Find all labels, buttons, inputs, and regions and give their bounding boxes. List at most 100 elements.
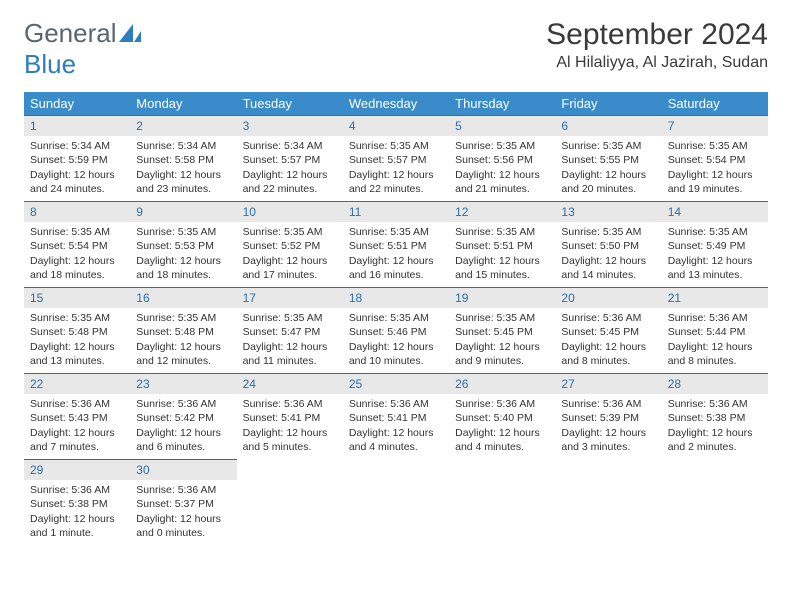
weekday-header: Monday: [130, 92, 236, 115]
calendar-cell: 2Sunrise: 5:34 AMSunset: 5:58 PMDaylight…: [130, 115, 236, 201]
day-body: Sunrise: 5:35 AMSunset: 5:55 PMDaylight:…: [555, 136, 661, 200]
day-number: 29: [24, 459, 130, 480]
calendar-cell: 20Sunrise: 5:36 AMSunset: 5:45 PMDayligh…: [555, 287, 661, 373]
day-number: 10: [237, 201, 343, 222]
sunrise-text: Sunrise: 5:34 AM: [30, 139, 124, 153]
daylight-text-2: and 4 minutes.: [349, 440, 443, 454]
calendar-cell: 13Sunrise: 5:35 AMSunset: 5:50 PMDayligh…: [555, 201, 661, 287]
day-body: Sunrise: 5:35 AMSunset: 5:52 PMDaylight:…: [237, 222, 343, 286]
daylight-text-2: and 22 minutes.: [349, 182, 443, 196]
daylight-text: Daylight: 12 hours: [30, 512, 124, 526]
sunrise-text: Sunrise: 5:35 AM: [243, 311, 337, 325]
sunrise-text: Sunrise: 5:35 AM: [561, 225, 655, 239]
day-body: Sunrise: 5:36 AMSunset: 5:38 PMDaylight:…: [24, 480, 130, 544]
weekday-header: Saturday: [662, 92, 768, 115]
daylight-text-2: and 1 minute.: [30, 526, 124, 540]
sunset-text: Sunset: 5:58 PM: [136, 153, 230, 167]
day-number: 25: [343, 373, 449, 394]
daylight-text: Daylight: 12 hours: [136, 340, 230, 354]
calendar-cell: 14Sunrise: 5:35 AMSunset: 5:49 PMDayligh…: [662, 201, 768, 287]
daylight-text-2: and 12 minutes.: [136, 354, 230, 368]
sunrise-text: Sunrise: 5:35 AM: [349, 225, 443, 239]
sunset-text: Sunset: 5:41 PM: [243, 411, 337, 425]
day-number: 6: [555, 115, 661, 136]
day-number: 12: [449, 201, 555, 222]
daylight-text: Daylight: 12 hours: [668, 254, 762, 268]
location-subtitle: Al Hilaliyya, Al Jazirah, Sudan: [546, 54, 768, 72]
calendar-cell: 18Sunrise: 5:35 AMSunset: 5:46 PMDayligh…: [343, 287, 449, 373]
sunset-text: Sunset: 5:53 PM: [136, 239, 230, 253]
sunset-text: Sunset: 5:43 PM: [30, 411, 124, 425]
daylight-text: Daylight: 12 hours: [349, 426, 443, 440]
day-number: 28: [662, 373, 768, 394]
daylight-text: Daylight: 12 hours: [455, 426, 549, 440]
sunset-text: Sunset: 5:38 PM: [668, 411, 762, 425]
sunset-text: Sunset: 5:59 PM: [30, 153, 124, 167]
sunrise-text: Sunrise: 5:35 AM: [455, 139, 549, 153]
daylight-text: Daylight: 12 hours: [30, 168, 124, 182]
day-number: 26: [449, 373, 555, 394]
weekday-header: Sunday: [24, 92, 130, 115]
sunset-text: Sunset: 5:54 PM: [30, 239, 124, 253]
sunrise-text: Sunrise: 5:36 AM: [668, 311, 762, 325]
daylight-text-2: and 3 minutes.: [561, 440, 655, 454]
calendar-cell: 27Sunrise: 5:36 AMSunset: 5:39 PMDayligh…: [555, 373, 661, 459]
daylight-text-2: and 20 minutes.: [561, 182, 655, 196]
daylight-text: Daylight: 12 hours: [349, 168, 443, 182]
day-number: 15: [24, 287, 130, 308]
day-number: 22: [24, 373, 130, 394]
daylight-text-2: and 8 minutes.: [561, 354, 655, 368]
daylight-text: Daylight: 12 hours: [136, 254, 230, 268]
sunrise-text: Sunrise: 5:35 AM: [30, 225, 124, 239]
day-body: Sunrise: 5:35 AMSunset: 5:49 PMDaylight:…: [662, 222, 768, 286]
day-body: Sunrise: 5:35 AMSunset: 5:54 PMDaylight:…: [662, 136, 768, 200]
daylight-text-2: and 8 minutes.: [668, 354, 762, 368]
daylight-text: Daylight: 12 hours: [561, 254, 655, 268]
month-title: September 2024: [546, 18, 768, 52]
day-body: Sunrise: 5:35 AMSunset: 5:57 PMDaylight:…: [343, 136, 449, 200]
calendar-cell: 22Sunrise: 5:36 AMSunset: 5:43 PMDayligh…: [24, 373, 130, 459]
day-body: Sunrise: 5:34 AMSunset: 5:58 PMDaylight:…: [130, 136, 236, 200]
sunrise-text: Sunrise: 5:35 AM: [455, 311, 549, 325]
calendar-cell: 23Sunrise: 5:36 AMSunset: 5:42 PMDayligh…: [130, 373, 236, 459]
sunrise-text: Sunrise: 5:36 AM: [455, 397, 549, 411]
logo-sail-icon: [119, 18, 141, 48]
weekday-header: Wednesday: [343, 92, 449, 115]
sunset-text: Sunset: 5:48 PM: [136, 325, 230, 339]
sunset-text: Sunset: 5:48 PM: [30, 325, 124, 339]
day-body: Sunrise: 5:36 AMSunset: 5:43 PMDaylight:…: [24, 394, 130, 458]
calendar-cell: 9Sunrise: 5:35 AMSunset: 5:53 PMDaylight…: [130, 201, 236, 287]
sunrise-text: Sunrise: 5:36 AM: [668, 397, 762, 411]
calendar-cell-empty: [237, 459, 343, 545]
calendar-row: 22Sunrise: 5:36 AMSunset: 5:43 PMDayligh…: [24, 373, 768, 459]
daylight-text: Daylight: 12 hours: [561, 426, 655, 440]
daylight-text: Daylight: 12 hours: [561, 340, 655, 354]
daylight-text-2: and 18 minutes.: [136, 268, 230, 282]
sunrise-text: Sunrise: 5:36 AM: [561, 311, 655, 325]
day-body: Sunrise: 5:34 AMSunset: 5:59 PMDaylight:…: [24, 136, 130, 200]
day-body: Sunrise: 5:35 AMSunset: 5:48 PMDaylight:…: [24, 308, 130, 372]
calendar-cell: 24Sunrise: 5:36 AMSunset: 5:41 PMDayligh…: [237, 373, 343, 459]
daylight-text-2: and 22 minutes.: [243, 182, 337, 196]
day-body: Sunrise: 5:36 AMSunset: 5:42 PMDaylight:…: [130, 394, 236, 458]
sunrise-text: Sunrise: 5:35 AM: [136, 311, 230, 325]
day-body: Sunrise: 5:35 AMSunset: 5:53 PMDaylight:…: [130, 222, 236, 286]
day-body: Sunrise: 5:36 AMSunset: 5:45 PMDaylight:…: [555, 308, 661, 372]
calendar-row: 8Sunrise: 5:35 AMSunset: 5:54 PMDaylight…: [24, 201, 768, 287]
sunrise-text: Sunrise: 5:35 AM: [349, 139, 443, 153]
daylight-text: Daylight: 12 hours: [136, 512, 230, 526]
calendar-cell: 11Sunrise: 5:35 AMSunset: 5:51 PMDayligh…: [343, 201, 449, 287]
title-block: September 2024 Al Hilaliyya, Al Jazirah,…: [546, 18, 768, 72]
sunrise-text: Sunrise: 5:35 AM: [668, 139, 762, 153]
daylight-text: Daylight: 12 hours: [349, 340, 443, 354]
calendar-cell: 7Sunrise: 5:35 AMSunset: 5:54 PMDaylight…: [662, 115, 768, 201]
daylight-text: Daylight: 12 hours: [243, 254, 337, 268]
day-number: 5: [449, 115, 555, 136]
sunrise-text: Sunrise: 5:35 AM: [30, 311, 124, 325]
sunset-text: Sunset: 5:39 PM: [561, 411, 655, 425]
day-body: Sunrise: 5:35 AMSunset: 5:50 PMDaylight:…: [555, 222, 661, 286]
page-header: General Blue September 2024 Al Hilaliyya…: [24, 18, 768, 80]
daylight-text: Daylight: 12 hours: [136, 168, 230, 182]
calendar-cell: 4Sunrise: 5:35 AMSunset: 5:57 PMDaylight…: [343, 115, 449, 201]
calendar-cell: 26Sunrise: 5:36 AMSunset: 5:40 PMDayligh…: [449, 373, 555, 459]
